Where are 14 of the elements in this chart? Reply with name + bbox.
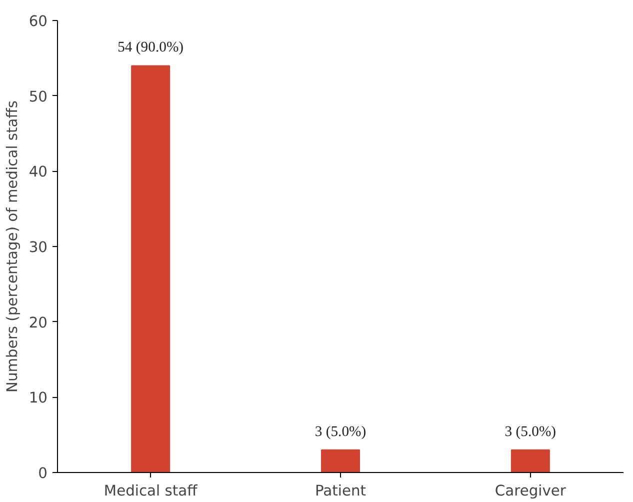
x-tick-label: Medical staff — [104, 482, 198, 500]
y-tick-label: 40 — [28, 164, 48, 181]
x-tick-label: Caregiver — [494, 482, 567, 500]
y-tick-label: 50 — [28, 88, 48, 106]
data-label: 54 (90.0%) — [118, 40, 184, 56]
y-axis-title: Numbers (percentage) of medical staffs — [4, 100, 21, 393]
data-label: 3 (5.0%) — [504, 424, 556, 440]
data-label: 3 (5.0%) — [314, 424, 366, 440]
x-tick-label: Patient — [314, 482, 366, 500]
y-tick-label: 60 — [28, 13, 48, 30]
y-tick-label: 0 — [38, 465, 48, 482]
y-tick-label: 10 — [28, 390, 48, 407]
y-tick-label: 30 — [28, 239, 48, 256]
y-tick-label: 20 — [28, 314, 48, 332]
